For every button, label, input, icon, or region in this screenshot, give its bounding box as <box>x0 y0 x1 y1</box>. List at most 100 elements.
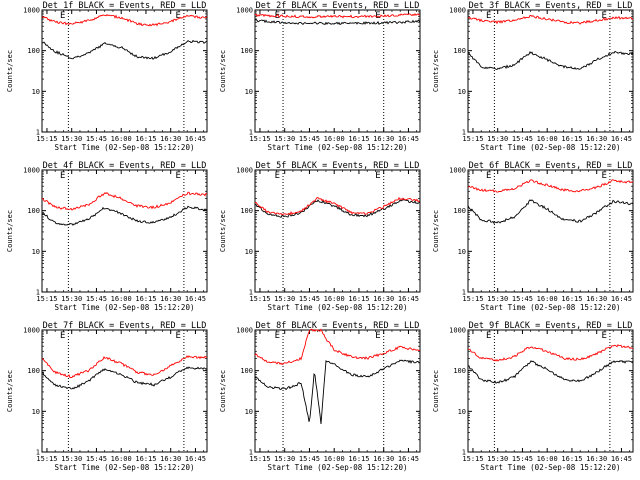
y-axis-label: Counts/sec <box>219 50 227 92</box>
y-tick-label: 100 <box>240 207 253 215</box>
x-axis-label: Start Time (02-Sep-08 15:12:20) <box>55 463 195 472</box>
y-tick-label: 1000 <box>23 167 40 175</box>
x-axis-label: Start Time (02-Sep-08 15:12:20) <box>481 143 621 152</box>
boundary-marker: E <box>275 11 280 21</box>
boundary-marker: E <box>175 171 180 181</box>
y-tick-label: 10 <box>245 408 253 416</box>
x-tick-label: 15:15 <box>462 455 483 463</box>
boundary-marker: E <box>275 171 280 181</box>
lld-series-line <box>41 13 208 27</box>
x-tick-label: 16:00 <box>324 295 345 303</box>
y-tick-label: 1 <box>249 129 253 137</box>
panel-title: Det 5f BLACK = Events, RED = LLD <box>256 161 420 171</box>
x-tick-label: 16:30 <box>373 455 394 463</box>
y-axis-label: Counts/sec <box>219 210 227 252</box>
plot-frame <box>254 329 421 453</box>
y-tick-label: 1000 <box>449 167 466 175</box>
y-tick-label: 100 <box>27 47 40 55</box>
x-tick-label: 15:15 <box>36 295 57 303</box>
x-tick-label: 16:30 <box>586 135 607 143</box>
boundary-marker: E <box>375 171 380 181</box>
y-tick-label: 1 <box>462 289 466 297</box>
y-tick-label: 10 <box>458 408 466 416</box>
y-axis-label: Counts/sec <box>6 210 14 252</box>
x-tick-label: 16:15 <box>561 135 582 143</box>
x-tick-label: 16:45 <box>185 295 206 303</box>
events-series-line <box>41 205 208 226</box>
boundary-marker: E <box>601 11 606 21</box>
y-tick-label: 100 <box>453 367 466 375</box>
lld-series-line <box>41 191 208 211</box>
plot-frame <box>254 169 421 293</box>
x-tick-label: 15:30 <box>61 135 82 143</box>
y-axis-label: Counts/sec <box>432 50 440 92</box>
y-axis-label: Counts/sec <box>6 50 14 92</box>
y-tick-label: 100 <box>27 207 40 215</box>
y-tick-label: 100 <box>453 47 466 55</box>
x-tick-label: 16:15 <box>135 455 156 463</box>
x-axis-label: Start Time (02-Sep-08 15:12:20) <box>481 463 621 472</box>
detector-panel: Det 8f BLACK = Events, RED = LLD 1 10 100 10… <box>219 321 421 472</box>
x-tick-label: 15:15 <box>36 455 57 463</box>
boundary-marker: E <box>375 331 380 341</box>
events-series-line <box>254 199 421 218</box>
detector-panel: Det 5f BLACK = Events, RED = LLD 1 10 100 10… <box>219 161 421 312</box>
x-tick-label: 16:00 <box>324 455 345 463</box>
x-axis-label: Start Time (02-Sep-08 15:12:20) <box>481 303 621 312</box>
x-tick-label: 16:15 <box>561 295 582 303</box>
events-series-line <box>467 199 634 224</box>
detector-panel: Det 3f BLACK = Events, RED = LLD 1 10 100 10… <box>432 1 634 152</box>
y-tick-label: 10 <box>32 408 40 416</box>
y-tick-label: 1000 <box>23 327 40 335</box>
panel-title: Det 9f BLACK = Events, RED = LLD <box>469 321 633 331</box>
x-tick-label: 15:30 <box>61 455 82 463</box>
x-tick-label: 15:30 <box>487 295 508 303</box>
boundary-marker: E <box>60 331 65 341</box>
plot-frame <box>254 9 421 133</box>
plot-frame <box>41 9 208 133</box>
events-series-line <box>255 19 421 26</box>
x-tick-label: 15:30 <box>274 135 295 143</box>
y-tick-label: 1 <box>462 449 466 457</box>
detector-panel: Det 6f BLACK = Events, RED = LLD 1 10 100 10… <box>432 161 634 312</box>
x-tick-label: 15:15 <box>249 455 270 463</box>
x-tick-label: 15:30 <box>274 295 295 303</box>
x-tick-label: 15:30 <box>487 455 508 463</box>
boundary-marker: E <box>601 171 606 181</box>
x-tick-label: 15:45 <box>299 295 320 303</box>
x-tick-label: 15:45 <box>512 135 533 143</box>
events-series-line <box>41 366 208 390</box>
lld-series-line <box>41 355 208 379</box>
boundary-marker: E <box>175 11 180 21</box>
boundary-marker: E <box>486 11 491 21</box>
x-tick-label: 16:45 <box>398 455 419 463</box>
boundary-marker: E <box>60 171 65 181</box>
panel-title: Det 3f BLACK = Events, RED = LLD <box>469 1 633 11</box>
y-tick-label: 10 <box>245 248 253 256</box>
x-tick-label: 16:30 <box>160 135 181 143</box>
y-tick-label: 1 <box>249 289 253 297</box>
y-tick-label: 10 <box>458 248 466 256</box>
y-tick-label: 10 <box>32 248 40 256</box>
events-series-line <box>41 39 208 60</box>
lld-series-line <box>254 13 421 19</box>
x-tick-label: 16:15 <box>135 135 156 143</box>
x-tick-label: 16:00 <box>537 295 558 303</box>
x-tick-label: 16:30 <box>160 455 181 463</box>
y-axis-label: Counts/sec <box>432 370 440 412</box>
detector-panel: Det 9f BLACK = Events, RED = LLD 1 10 100 10… <box>432 321 634 472</box>
panel-title: Det 7f BLACK = Events, RED = LLD <box>43 321 207 331</box>
events-series-line <box>467 359 634 384</box>
x-tick-label: 16:45 <box>611 295 632 303</box>
y-tick-label: 100 <box>240 47 253 55</box>
y-tick-label: 1 <box>36 289 40 297</box>
x-tick-label: 15:45 <box>86 295 107 303</box>
x-tick-label: 16:30 <box>373 295 394 303</box>
lld-series-line <box>467 179 634 193</box>
x-tick-label: 16:45 <box>611 135 632 143</box>
x-tick-label: 16:30 <box>160 295 181 303</box>
detector-panel: Det 1f BLACK = Events, RED = LLD 1 10 100 10… <box>6 1 208 152</box>
x-tick-label: 15:45 <box>86 455 107 463</box>
plot-frame <box>41 329 208 453</box>
